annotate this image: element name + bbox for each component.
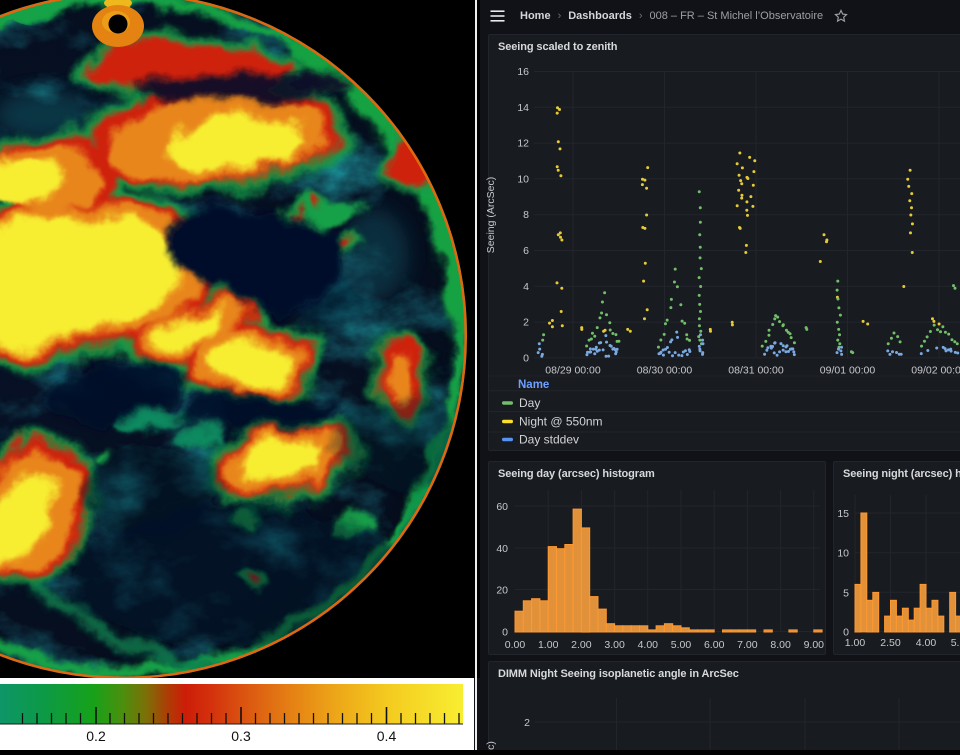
svg-text:2: 2 [524,717,530,729]
svg-text:2.50: 2.50 [880,637,901,649]
svg-text:09/01 00:00: 09/01 00:00 [820,365,876,377]
svg-text:08/30 00:00: 08/30 00:00 [637,365,693,377]
svg-text:60: 60 [496,501,508,513]
svg-text:Day stddev: Day stddev [519,433,579,447]
svg-text:1.00: 1.00 [538,639,559,651]
svg-text:0.3: 0.3 [231,728,251,744]
svg-text:Night @ 550nm: Night @ 550nm [519,415,603,429]
svg-text:0: 0 [502,627,508,639]
svg-text:5: 5 [843,587,849,599]
svg-text:15: 15 [837,508,849,520]
svg-text:9.00: 9.00 [804,639,825,651]
svg-text:3.00: 3.00 [604,639,625,651]
svg-text:08/29 00:00: 08/29 00:00 [545,365,601,377]
svg-text:10: 10 [837,548,849,560]
svg-text:08/31 00:00: 08/31 00:00 [728,365,784,377]
svg-text:Day: Day [519,396,540,410]
svg-text:6: 6 [523,245,529,257]
svg-text:2: 2 [523,317,529,329]
svg-text:6.00: 6.00 [704,639,725,651]
svg-text:0.00: 0.00 [505,639,526,651]
svg-text:1.00: 1.00 [845,637,866,649]
svg-text:5.5: 5.5 [951,637,960,649]
svg-text:0: 0 [843,627,849,639]
svg-text:0.2: 0.2 [86,728,106,744]
svg-text:7.00: 7.00 [737,639,758,651]
svg-text:Name: Name [518,379,549,391]
svg-text:0.4: 0.4 [377,728,397,744]
svg-text:09/02 00:00: 09/02 00:00 [911,365,960,377]
svg-text:40: 40 [496,543,508,555]
svg-text:2.00: 2.00 [571,639,592,651]
svg-text:4.00: 4.00 [638,639,659,651]
svg-text:10: 10 [517,173,529,185]
svg-text:4.00: 4.00 [916,637,937,649]
svg-text:16: 16 [517,66,529,78]
svg-text:(ArcSec): (ArcSec) [485,741,497,750]
svg-text:8.00: 8.00 [770,639,791,651]
svg-text:4: 4 [523,281,529,293]
svg-text:5.00: 5.00 [671,639,692,651]
svg-text:12: 12 [517,138,529,150]
svg-text:Seeing (ArcSec): Seeing (ArcSec) [485,177,497,253]
svg-text:8: 8 [523,209,529,221]
svg-text:20: 20 [496,585,508,597]
svg-text:14: 14 [517,102,529,114]
svg-text:0: 0 [523,352,529,364]
